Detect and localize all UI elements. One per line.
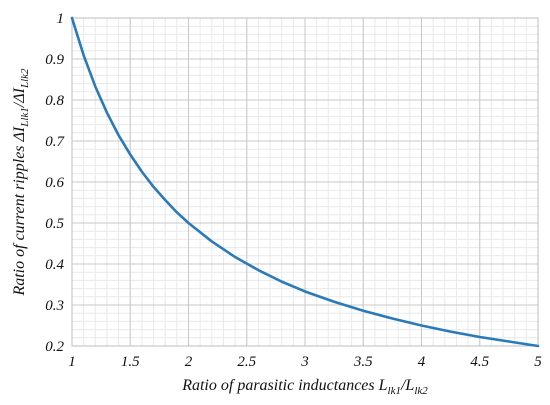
y-tick-label: 0.8 [45, 93, 64, 109]
y-axis-label: Ratio of current ripples ΔILlk1/ΔILlk2 [11, 68, 31, 297]
x-tick-label: 4 [418, 354, 426, 370]
grid [71, 17, 539, 347]
y-tick-label: 0.6 [45, 175, 64, 191]
x-tick-label: 1.5 [121, 354, 140, 370]
x-axis-label: Ratio of parasitic inductances Llk1/Llk2 [181, 377, 428, 397]
x-tick-label: 1 [68, 354, 76, 370]
x-tick-label: 3.5 [353, 354, 373, 370]
y-tick-label: 0.4 [45, 257, 64, 273]
series-line [70, 16, 540, 348]
x-tick-label: 5 [534, 354, 542, 370]
series-layer [70, 16, 540, 348]
x-tick-label: 2.5 [237, 354, 256, 370]
y-tick-label: 0.3 [45, 298, 64, 314]
x-tick-label: 2 [185, 354, 193, 370]
y-tick-label: 0.9 [45, 52, 64, 68]
plot-frame [71, 17, 539, 347]
y-tick-label: 0.2 [45, 339, 64, 355]
y-tick-label: 0.5 [45, 216, 64, 232]
y-tick-label: 0.7 [45, 134, 65, 150]
y-tick-label: 1 [57, 11, 65, 27]
x-tick-label: 3 [300, 354, 309, 370]
y-tick-labels: 0.2 0.3 0.4 0.5 0.6 0.7 0.8 0.9 1 [45, 11, 65, 355]
x-tick-label: 4.5 [470, 354, 489, 370]
x-tick-labels: 1 1.5 2 2.5 3 3.5 4 4.5 5 [68, 354, 542, 370]
